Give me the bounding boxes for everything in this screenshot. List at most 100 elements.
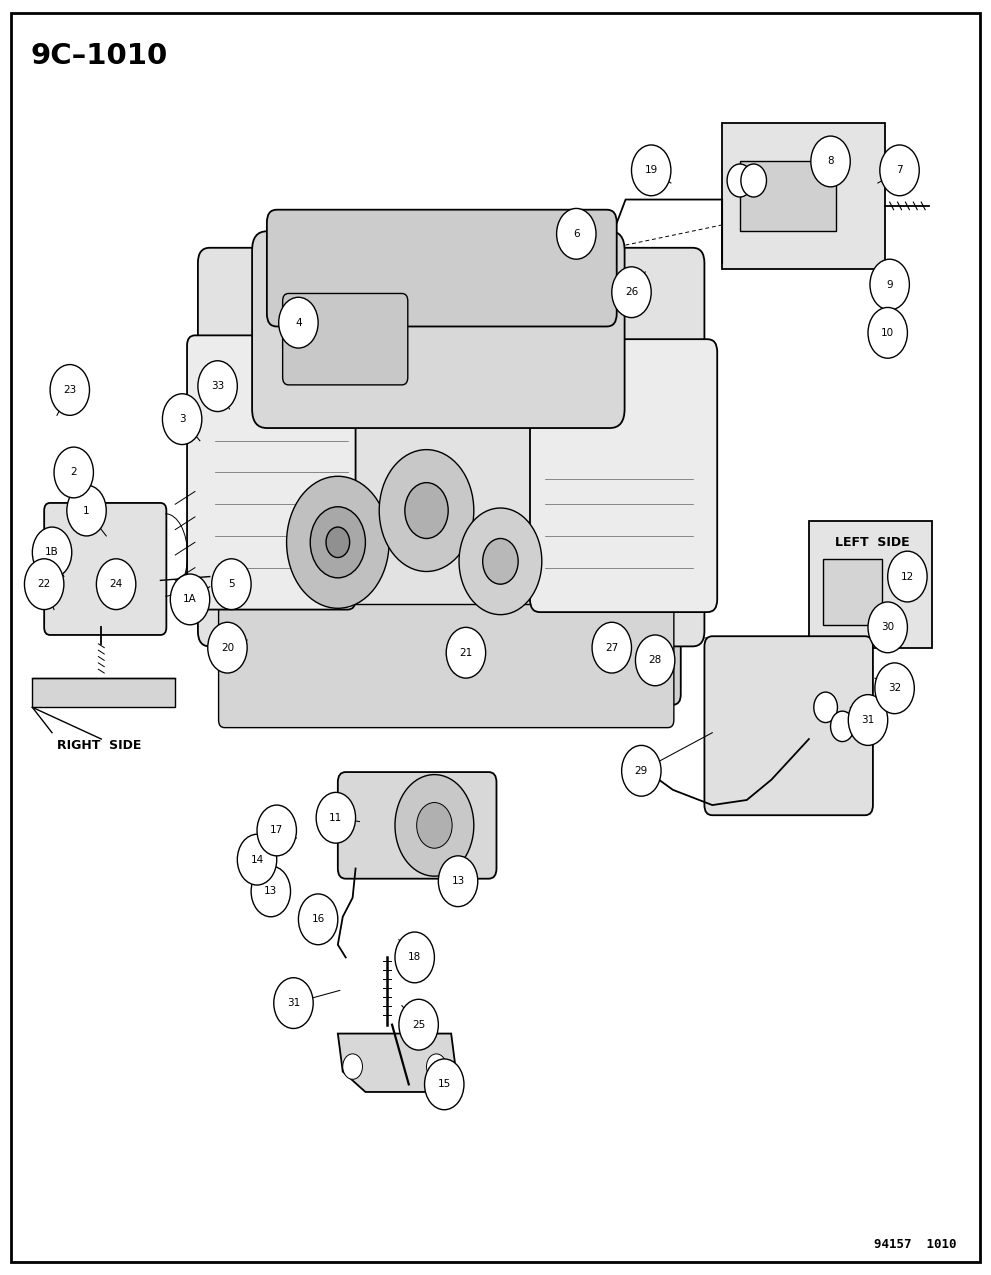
Text: 9C–1010: 9C–1010 xyxy=(31,42,167,70)
Circle shape xyxy=(343,1054,363,1079)
Circle shape xyxy=(446,627,486,678)
Text: 24: 24 xyxy=(109,579,123,589)
Circle shape xyxy=(741,164,766,198)
Circle shape xyxy=(483,538,518,584)
Circle shape xyxy=(557,208,596,259)
Circle shape xyxy=(278,297,318,348)
Circle shape xyxy=(870,259,910,310)
FancyBboxPatch shape xyxy=(338,773,496,878)
Text: 5: 5 xyxy=(228,579,235,589)
Circle shape xyxy=(592,622,631,673)
Circle shape xyxy=(237,834,276,885)
Circle shape xyxy=(395,775,474,876)
Circle shape xyxy=(868,307,908,358)
Circle shape xyxy=(298,894,338,945)
Circle shape xyxy=(848,695,888,746)
FancyBboxPatch shape xyxy=(282,293,407,385)
Text: 94157  1010: 94157 1010 xyxy=(874,1238,956,1251)
Text: 32: 32 xyxy=(888,683,901,694)
Text: 31: 31 xyxy=(286,998,300,1009)
Circle shape xyxy=(380,450,474,571)
Circle shape xyxy=(170,574,210,625)
FancyBboxPatch shape xyxy=(705,636,873,815)
Text: 1B: 1B xyxy=(46,547,58,557)
Circle shape xyxy=(814,692,837,723)
Circle shape xyxy=(635,635,675,686)
Text: 8: 8 xyxy=(827,157,833,167)
Circle shape xyxy=(830,711,854,742)
Text: 14: 14 xyxy=(251,854,264,864)
Circle shape xyxy=(438,856,478,907)
Text: 17: 17 xyxy=(271,825,283,835)
Circle shape xyxy=(212,558,251,609)
FancyBboxPatch shape xyxy=(722,124,885,269)
Circle shape xyxy=(96,558,136,609)
Circle shape xyxy=(399,1000,438,1051)
Text: 21: 21 xyxy=(459,648,473,658)
Circle shape xyxy=(880,145,920,196)
Text: 29: 29 xyxy=(634,766,648,775)
Circle shape xyxy=(424,1060,464,1109)
Circle shape xyxy=(33,527,71,578)
Circle shape xyxy=(163,394,202,445)
Circle shape xyxy=(818,149,843,182)
FancyBboxPatch shape xyxy=(530,339,717,612)
Text: LEFT  SIDE: LEFT SIDE xyxy=(835,536,910,548)
Circle shape xyxy=(868,602,908,653)
Text: 2: 2 xyxy=(70,468,77,477)
Text: 10: 10 xyxy=(881,328,894,338)
Circle shape xyxy=(727,164,753,198)
Text: 20: 20 xyxy=(221,643,234,653)
Circle shape xyxy=(257,805,296,856)
Text: 13: 13 xyxy=(452,876,465,886)
FancyBboxPatch shape xyxy=(809,520,933,648)
Bar xyxy=(740,162,836,231)
Text: 23: 23 xyxy=(63,385,76,395)
Circle shape xyxy=(875,663,915,714)
Text: 33: 33 xyxy=(211,381,224,391)
FancyBboxPatch shape xyxy=(252,231,624,428)
Text: 11: 11 xyxy=(329,812,343,822)
Text: 31: 31 xyxy=(861,715,875,725)
Polygon shape xyxy=(338,1034,456,1091)
Circle shape xyxy=(611,266,651,317)
Circle shape xyxy=(426,1054,446,1079)
Circle shape xyxy=(51,365,89,416)
Text: 4: 4 xyxy=(295,317,301,328)
Polygon shape xyxy=(33,678,175,708)
FancyBboxPatch shape xyxy=(219,604,674,728)
Circle shape xyxy=(621,746,661,796)
Text: RIGHT  SIDE: RIGHT SIDE xyxy=(56,740,142,752)
FancyBboxPatch shape xyxy=(227,589,681,705)
Text: 19: 19 xyxy=(644,166,658,176)
Text: 7: 7 xyxy=(896,166,903,176)
Text: 9: 9 xyxy=(886,279,893,289)
Circle shape xyxy=(198,361,237,412)
Text: 26: 26 xyxy=(625,287,638,297)
Text: 12: 12 xyxy=(901,571,914,581)
Bar xyxy=(823,558,882,625)
Text: 6: 6 xyxy=(573,228,580,238)
Text: 27: 27 xyxy=(606,643,618,653)
Circle shape xyxy=(286,477,389,608)
Text: 3: 3 xyxy=(178,414,185,425)
Circle shape xyxy=(25,558,63,609)
Circle shape xyxy=(631,145,671,196)
Text: 1A: 1A xyxy=(183,594,197,604)
FancyBboxPatch shape xyxy=(45,502,166,635)
Circle shape xyxy=(459,507,542,615)
Circle shape xyxy=(405,483,448,538)
FancyBboxPatch shape xyxy=(267,209,616,326)
Circle shape xyxy=(66,486,106,536)
Circle shape xyxy=(316,792,356,843)
Circle shape xyxy=(208,622,247,673)
Circle shape xyxy=(416,802,452,848)
Circle shape xyxy=(274,978,313,1029)
Text: 13: 13 xyxy=(265,886,277,896)
Text: 16: 16 xyxy=(311,914,325,924)
FancyBboxPatch shape xyxy=(198,247,705,646)
Circle shape xyxy=(55,448,93,497)
Text: 22: 22 xyxy=(38,579,51,589)
Text: 18: 18 xyxy=(408,952,421,963)
Circle shape xyxy=(395,932,434,983)
